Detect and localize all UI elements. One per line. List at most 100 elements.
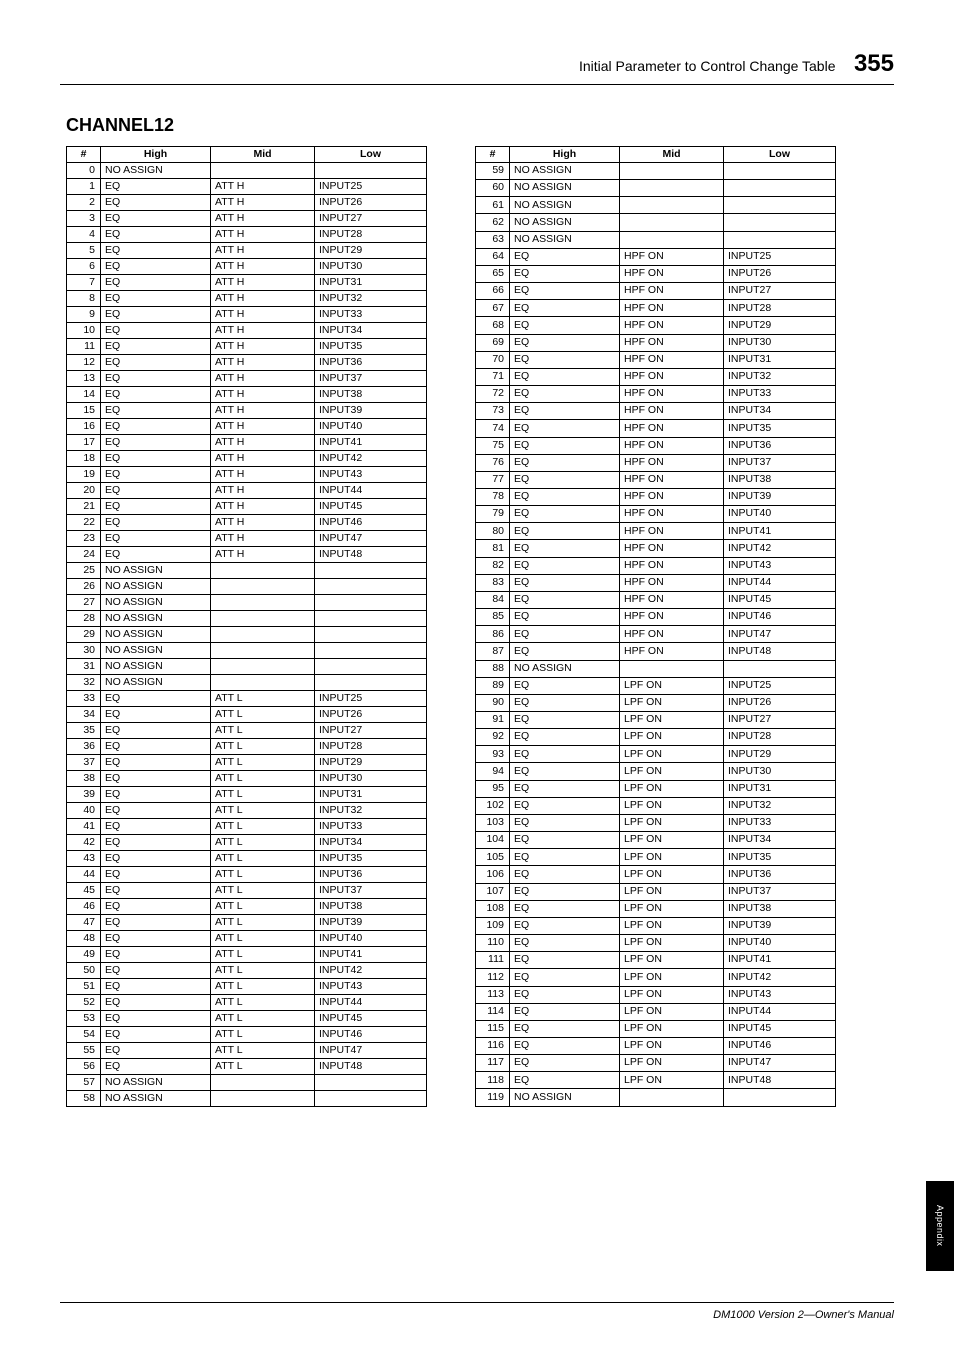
table-cell: NO ASSIGN	[101, 659, 211, 675]
table-cell: 41	[67, 819, 101, 835]
table-cell: ATT H	[211, 531, 315, 547]
table-cell: 64	[476, 248, 510, 265]
table-row: 91EQLPF ONINPUT27	[476, 712, 836, 729]
table-row: 102EQLPF ONINPUT32	[476, 797, 836, 814]
table-row: 76EQHPF ONINPUT37	[476, 454, 836, 471]
col-high: High	[510, 147, 620, 163]
table-cell: ATT H	[211, 307, 315, 323]
table-cell: 16	[67, 419, 101, 435]
table-cell: INPUT41	[724, 523, 836, 540]
table-row: 107EQLPF ONINPUT37	[476, 883, 836, 900]
table-cell: HPF ON	[620, 454, 724, 471]
table-cell: EQ	[510, 420, 620, 437]
table-cell: EQ	[101, 771, 211, 787]
table-cell	[211, 675, 315, 691]
table-row: 50EQATT LINPUT42	[67, 963, 427, 979]
table-cell: INPUT48	[724, 643, 836, 660]
table-cell: INPUT43	[315, 979, 427, 995]
table-cell: ATT L	[211, 899, 315, 915]
table-cell: INPUT46	[724, 609, 836, 626]
table-cell: EQ	[101, 995, 211, 1011]
table-cell: 0	[67, 163, 101, 179]
table-cell: 40	[67, 803, 101, 819]
table-cell	[315, 611, 427, 627]
table-cell: EQ	[510, 506, 620, 523]
table-cell: NO ASSIGN	[101, 675, 211, 691]
table-cell: 19	[67, 467, 101, 483]
table-cell: 51	[67, 979, 101, 995]
table-cell: 113	[476, 986, 510, 1003]
table-cell: 87	[476, 643, 510, 660]
col-mid: Mid	[211, 147, 315, 163]
table-row: 75EQHPF ONINPUT36	[476, 437, 836, 454]
table-row: 23EQATT HINPUT47	[67, 531, 427, 547]
table-row: 22EQATT HINPUT46	[67, 515, 427, 531]
table-cell: HPF ON	[620, 523, 724, 540]
table-cell: ATT L	[211, 707, 315, 723]
table-cell	[211, 563, 315, 579]
table-cell: INPUT30	[315, 259, 427, 275]
table-cell: HPF ON	[620, 386, 724, 403]
table-cell	[315, 675, 427, 691]
table-row: 69EQHPF ONINPUT30	[476, 334, 836, 351]
table-cell: INPUT44	[724, 1003, 836, 1020]
table-cell: ATT H	[211, 483, 315, 499]
table-cell: INPUT34	[315, 835, 427, 851]
table-row: 115EQLPF ONINPUT45	[476, 1020, 836, 1037]
table-cell: LPF ON	[620, 797, 724, 814]
table-row: 74EQHPF ONINPUT35	[476, 420, 836, 437]
table-cell: NO ASSIGN	[510, 180, 620, 197]
table-row: 53EQATT LINPUT45	[67, 1011, 427, 1027]
table-cell: EQ	[101, 739, 211, 755]
table-cell	[315, 643, 427, 659]
table-cell: INPUT30	[724, 334, 836, 351]
table-cell: INPUT32	[315, 291, 427, 307]
table-cell: ATT L	[211, 851, 315, 867]
table-cell: ATT L	[211, 995, 315, 1011]
table-cell: INPUT31	[724, 780, 836, 797]
col-mid: Mid	[620, 147, 724, 163]
table-cell: 92	[476, 729, 510, 746]
table-cell	[724, 1089, 836, 1107]
table-row: 52EQATT LINPUT44	[67, 995, 427, 1011]
table-cell: EQ	[101, 451, 211, 467]
table-cell: INPUT43	[315, 467, 427, 483]
table-row: 109EQLPF ONINPUT39	[476, 917, 836, 934]
table-cell: ATT L	[211, 819, 315, 835]
table-cell: EQ	[510, 969, 620, 986]
table-cell	[724, 214, 836, 231]
table-cell: INPUT44	[315, 483, 427, 499]
table-row: 54EQATT LINPUT46	[67, 1027, 427, 1043]
table-cell: EQ	[510, 283, 620, 300]
table-cell	[211, 659, 315, 675]
table-cell: INPUT40	[724, 506, 836, 523]
table-cell: LPF ON	[620, 746, 724, 763]
table-cell: 65	[476, 265, 510, 282]
table-cell: EQ	[510, 694, 620, 711]
table-cell: ATT H	[211, 179, 315, 195]
table-row: 51EQATT LINPUT43	[67, 979, 427, 995]
table-cell: 10	[67, 323, 101, 339]
table-cell: INPUT39	[724, 917, 836, 934]
table-cell: 102	[476, 797, 510, 814]
table-cell: 57	[67, 1075, 101, 1091]
table-cell: HPF ON	[620, 368, 724, 385]
table-cell	[724, 163, 836, 180]
table-row: 72EQHPF ONINPUT33	[476, 386, 836, 403]
table-cell: 67	[476, 300, 510, 317]
table-cell: INPUT33	[724, 814, 836, 831]
table-cell: LPF ON	[620, 814, 724, 831]
table-cell: INPUT27	[724, 712, 836, 729]
table-cell	[315, 579, 427, 595]
table-cell: EQ	[101, 403, 211, 419]
table-cell: EQ	[101, 803, 211, 819]
table-cell: 71	[476, 368, 510, 385]
left-table: # High Mid Low 0NO ASSIGN1EQATT HINPUT25…	[66, 146, 427, 1107]
page-number: 355	[854, 50, 894, 77]
table-cell: ATT H	[211, 355, 315, 371]
table-row: 79EQHPF ONINPUT40	[476, 506, 836, 523]
table-cell	[211, 643, 315, 659]
table-row: 28NO ASSIGN	[67, 611, 427, 627]
table-cell	[315, 1091, 427, 1107]
table-cell: 18	[67, 451, 101, 467]
